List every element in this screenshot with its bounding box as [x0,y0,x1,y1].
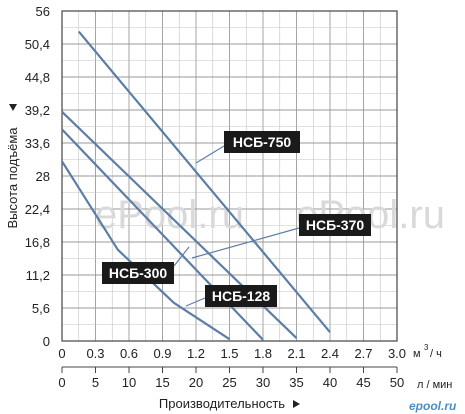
leader-line-НСБ-300 [173,246,190,267]
x-tick-label-lmin: 35 [289,375,303,390]
x-tick-label-m3h: 0.9 [153,346,171,361]
plot-frame [61,10,398,342]
x-tick-label-lmin: 30 [256,375,270,390]
x-tick-label-lmin: 10 [122,375,136,390]
x-tick-label-m3h: 1.8 [254,346,272,361]
x-tick-label-lmin: 15 [155,375,169,390]
series-label-box-НСБ-128 [205,285,277,307]
svg-text:3: 3 [424,343,429,352]
x-tick-label-lmin: 45 [356,375,370,390]
y-tick-label: 56 [36,4,50,19]
x-tick-label-m3h: 1.5 [220,346,238,361]
x-tick-label-m3h: 2.1 [287,346,305,361]
y-tick-label: 50,4 [25,37,50,52]
series-label-box-НСБ-750 [224,131,300,153]
svg-text:/ ч: / ч [430,348,442,360]
x-unit-lmin: л / мин [417,379,452,391]
x-tick-label-lmin: 40 [323,375,337,390]
x-tick-label-m3h: 0 [58,346,65,361]
leader-line-НСБ-750 [195,145,225,164]
logo: epool.ru [409,399,457,413]
y-axis-arrow-icon [9,104,17,111]
x-tick-label-m3h: 0.3 [86,346,104,361]
x-tick-label-lmin: 5 [92,375,99,390]
x-tick-label-lmin: 25 [222,375,236,390]
x-tick-label-m3h: 1.2 [187,346,205,361]
x-tick-label-m3h: 3.0 [388,346,406,361]
x-tick-label-m3h: 2.4 [321,346,339,361]
x-unit-m3h: м 3 / ч [413,343,442,360]
leader-line-НСБ-128 [185,297,206,307]
svg-text:м: м [413,348,421,360]
leader-line-НСБ-370 [191,227,300,259]
x-tick-labels-lmin: 0 5 10 15 20 25 30 35 40 45 50 [58,375,404,390]
y-tick-label: 22,4 [25,202,50,217]
x-axis-arrow-icon [293,400,300,408]
series-label-box-НСБ-370 [299,214,371,236]
series-label-НСБ-128: НСБ-128 [212,288,271,304]
x-tick-label-lmin: 20 [189,375,203,390]
series-label-НСБ-750: НСБ-750 [233,134,292,150]
x-tick-labels-m3h: 0 0.3 0.6 0.9 1.2 1.5 1.8 2.1 2.4 2.7 3.0 [58,346,406,361]
y-tick-label: 16,8 [25,235,50,250]
x-axis-title: Производительность [159,396,285,411]
x-tick-label-m3h: 0.6 [120,346,138,361]
series-label-НСБ-370: НСБ-370 [306,217,365,233]
y-tick-label: 33,6 [25,136,50,151]
x-tick-label-m3h: 2.7 [354,346,372,361]
svg-text:epool.ru: epool.ru [409,399,457,413]
y-tick-label: 28 [36,169,50,184]
series-label-НСБ-300: НСБ-300 [109,265,168,281]
y-axis-title: Высота подъёма [5,127,20,229]
y-tick-label: 44,8 [25,70,50,85]
y-tick-label: 5,6 [32,301,50,316]
x-tick-label-lmin: 50 [390,375,404,390]
y-tick-label: 39,2 [25,103,50,118]
series-label-box-НСБ-300 [102,262,174,284]
x-tick-label-lmin: 0 [58,375,65,390]
y-tick-label: 0 [43,334,50,349]
watermark-group: ePool.ruePool.ru [95,193,445,237]
y-tick-label: 11,2 [26,268,50,283]
chart-grid [61,10,398,373]
series-line-НСБ-750 [77,30,331,333]
y-tick-labels: 0 5,6 11,2 16,8 22,4 28 33,6 39,2 44,8 50,4 56 [25,4,50,349]
series-labels: НСБ-750 НСБ-370 НСБ-300 НСБ-128 [102,131,371,307]
